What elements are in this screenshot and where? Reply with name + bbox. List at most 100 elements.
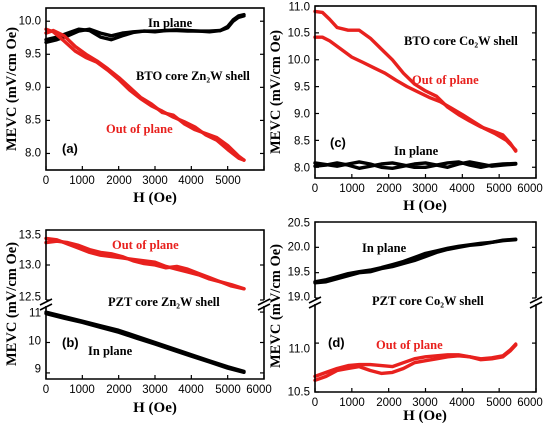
panel-c-ytick-label: 10.5 (288, 28, 310, 40)
panel-d-xtick-label: 2000 (376, 397, 402, 409)
panel-d-ytick-label: 19.0 (288, 292, 310, 304)
panel-b: 12.5 13.0 13.5 9 10 11 0 1000 2000 3000 … (4, 229, 272, 416)
panel-b-ytick-label: 13.0 (19, 260, 41, 272)
panel-a-xtick-label: 0 (43, 175, 49, 187)
panel-c-series-in-plane-3 (313, 160, 518, 171)
panel-d-xtick-label: 6000 (517, 397, 543, 409)
panel-a-xtick-label: 1000 (69, 175, 95, 187)
panel-b-ytick-label: 10 (28, 336, 41, 348)
panel-d-frame-upper (314, 221, 537, 298)
panel-d-label: (d) (328, 335, 345, 350)
panel-a-curves (44, 12, 246, 162)
panel-b-ytick-label: 11 (29, 308, 41, 320)
panel-d-frame-lower (314, 304, 537, 393)
panel-d-ytick-label: 20.0 (288, 242, 310, 254)
panel-c-y-axis-label: MEVC (mV/cm Oe) (268, 30, 284, 154)
panel-d-series-out-of-plane-3 (313, 343, 518, 382)
panel-c: 8.0 8.5 9.0 9.5 10.0 10.5 11.0 0 1000 20… (268, 2, 543, 215)
panel-c-xtick-label: 2000 (376, 183, 402, 195)
panel-b-xtick-label: 5000 (215, 384, 241, 396)
panel-a-xtick-label: 2000 (106, 175, 132, 187)
panel-d-xtick-label: 0 (312, 397, 318, 409)
panel-c-x-axis-label: H (Oe) (403, 198, 447, 214)
panel-c-ytick-label: 9.5 (294, 82, 310, 94)
panel-c-xtick-label: 3000 (412, 183, 438, 195)
panel-c-xtick-label: 5000 (486, 183, 512, 195)
panel-b-label: (b) (62, 335, 79, 350)
panel-c-ytick-label: 8.5 (294, 136, 310, 148)
panel-b-annotation-out-of-plane: Out of plane (112, 238, 179, 252)
panel-d-ytick-label: 11.0 (288, 344, 310, 356)
panel-b-series-in-plane-3 (44, 311, 246, 374)
panel-d-xtick-label: 3000 (412, 397, 438, 409)
panel-c-xtick-label: 1000 (339, 183, 365, 195)
panel-b-ytick-label: 13.5 (19, 230, 41, 242)
panel-d-curves (313, 237, 518, 382)
panel-d-y-axis-label: MEVC (mV/cm Oe) (268, 244, 284, 368)
panel-a-x-axis-label: H (Oe) (133, 190, 177, 206)
panel-d: 19.0 19.5 20.0 20.5 10.5 11.0 0 1000 200… (268, 218, 543, 423)
panel-b-curves (44, 236, 246, 374)
panel-c-xtick-label: 4000 (449, 183, 475, 195)
panel-b-axis-break-right (257, 298, 271, 311)
panel-c-frame (314, 5, 537, 179)
panel-c-ytick-label: 11.0 (288, 2, 310, 14)
panel-a-annotation-out-of-plane: Out of plane (106, 122, 173, 136)
panel-b-annotation-sample: PZT core Zn₂W shell (108, 295, 220, 309)
panel-b-xtick-label: 6000 (246, 384, 272, 396)
panel-a-frame (45, 7, 265, 171)
panel-c-label: (c) (330, 135, 346, 150)
panel-b-xtick-label: 3000 (142, 384, 168, 396)
panel-c-ytick-label: 10.0 (288, 55, 310, 67)
panel-c-ytick-label: 9.0 (294, 109, 310, 121)
panel-a-ytick-label: 8.0 (25, 148, 41, 160)
panel-d-xtick-label: 1000 (339, 397, 365, 409)
panel-a-series-out-of-plane-3 (44, 28, 246, 162)
panel-d-series-in-plane-1 (313, 237, 518, 285)
panel-b-ytick-label: 9 (35, 364, 41, 376)
panel-c-xtick-label: 6000 (517, 183, 543, 195)
panel-a-ytick-label: 8.5 (25, 115, 41, 127)
panel-d-ytick-label: 20.5 (288, 218, 310, 230)
panel-a-label: (a) (62, 141, 78, 156)
panel-a-annotation-in-plane: In plane (148, 16, 193, 30)
panel-b-x-axis-label: H (Oe) (133, 400, 177, 416)
panel-b-annotation-in-plane: In plane (88, 344, 133, 358)
panel-b-xtick-label: 2000 (106, 384, 132, 396)
panel-d-ytick-label: 10.5 (288, 387, 310, 399)
panel-c-annotation-out-of-plane: Out of plane (412, 73, 479, 87)
panel-a-y-axis-label: MEVC (mV/cm Oe) (4, 27, 20, 151)
panel-b-frame-upper (45, 229, 265, 300)
panel-a-ytick-label: 9.5 (25, 49, 41, 61)
panel-b-series-out-of-plane-1 (44, 239, 246, 291)
panel-a-ytick-label: 9.0 (25, 82, 41, 94)
panel-d-annotation-out-of-plane: Out of plane (376, 338, 443, 352)
panel-b-axis-break-left (39, 298, 53, 311)
panel-d-axis-break-right (529, 296, 543, 309)
panel-d-annotation-sample: PZT core Co₂W shell (372, 294, 484, 308)
panel-c-annotation-in-plane: In plane (394, 144, 439, 158)
panel-b-xtick-label: 1000 (69, 384, 95, 396)
panel-a: 8.0 8.5 9.0 9.5 10.0 0 1000 2000 3000 40… (4, 7, 265, 206)
panel-d-xtick-label: 4000 (449, 397, 475, 409)
panel-b-ytick-label: 12.5 (19, 292, 41, 304)
panel-a-xtick-label: 3000 (142, 175, 168, 187)
panel-b-xtick-label: 0 (43, 384, 49, 396)
panel-a-xtick-label: 5000 (215, 175, 241, 187)
panel-a-series-in-plane-1 (44, 12, 246, 42)
panel-a-xtick-label: 4000 (178, 175, 204, 187)
panel-d-xtick-label: 5000 (486, 397, 512, 409)
panel-b-y-axis-label: MEVC (mV/cm Oe) (4, 242, 20, 366)
panel-c-series-out-of-plane-1 (313, 35, 518, 152)
panel-a-ytick-label: 10.0 (19, 16, 41, 28)
panel-d-ytick-label: 19.5 (288, 267, 310, 279)
panel-d-axis-break-left (308, 296, 322, 309)
panel-d-annotation-in-plane: In plane (362, 241, 407, 255)
panel-b-xtick-label: 4000 (178, 384, 204, 396)
panel-a-annotation-sample: BTO core Zn₂W shell (136, 69, 250, 83)
panel-b-frame-lower (45, 306, 265, 380)
panel-c-annotation-sample: BTO core Co₂W shell (404, 34, 518, 48)
panel-c-curves (313, 9, 518, 171)
panel-c-xtick-label: 0 (312, 183, 318, 195)
